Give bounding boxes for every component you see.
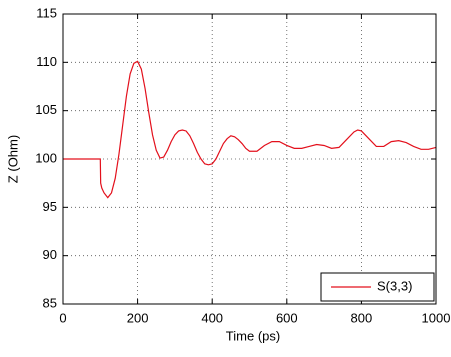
legend-label: S(3,3): [377, 278, 412, 293]
x-tick-label: 400: [201, 310, 223, 325]
plot-frame: [62, 13, 437, 305]
x-tick-label: 800: [351, 310, 373, 325]
y-tick-label: 85: [43, 295, 57, 310]
x-tick-label: 200: [127, 310, 149, 325]
y-tick-label: 90: [43, 247, 57, 262]
x-tick-label: 0: [59, 310, 66, 325]
x-tick-label: 1000: [422, 310, 451, 325]
plot-area: [63, 14, 436, 304]
x-tick-label: 600: [276, 310, 298, 325]
y-tick-label: 105: [35, 102, 57, 117]
x-axis-label: Time (ps): [226, 328, 280, 343]
y-axis-label: Z (Ohm): [5, 135, 20, 183]
y-tick-label: 95: [43, 199, 57, 214]
y-tick-label: 100: [35, 150, 57, 165]
data-line: [63, 60, 437, 199]
y-tick-label: 115: [36, 5, 57, 20]
y-tick-label: 110: [36, 54, 57, 69]
